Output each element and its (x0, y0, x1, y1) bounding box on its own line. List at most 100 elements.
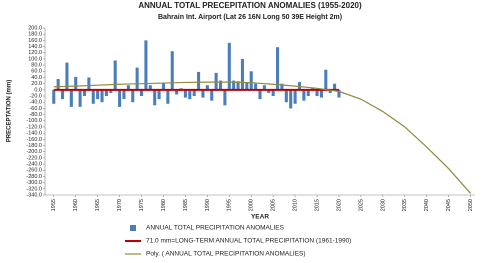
bar (91, 89, 95, 104)
bar (122, 89, 126, 100)
y-tick-label: -20.0 (29, 93, 42, 99)
legend-label: 71.0 mm=LONG-TERM ANNUAL TOTAL PRECIPITA… (146, 238, 351, 245)
bar (302, 89, 306, 101)
bar (227, 42, 231, 90)
y-tick-label: -220.0 (26, 155, 42, 161)
chart-title: ANNUAL TOTAL PRECEPITATION ANOMALIES (19… (138, 1, 362, 10)
bar (56, 79, 60, 90)
y-tick-label: 0.0 (34, 87, 42, 93)
y-tick-label: -280.0 (26, 174, 42, 180)
y-tick-label: 200.0 (28, 25, 42, 31)
bar (271, 89, 275, 97)
bar (139, 89, 144, 97)
bar (82, 89, 87, 97)
bar (276, 47, 280, 90)
x-tick-label: 2050 (468, 199, 474, 211)
x-tick-label: 1980 (161, 199, 167, 211)
bar (214, 72, 218, 90)
x-tick-label: 1960 (73, 199, 79, 211)
y-tick-label: 60.0 (31, 69, 42, 75)
bar (61, 89, 65, 100)
y-tick-label: -80.0 (29, 112, 42, 118)
legend-swatch (130, 225, 136, 231)
bar (74, 76, 78, 90)
bar (262, 85, 266, 90)
y-tick-label: 140.0 (28, 44, 42, 50)
bar (161, 83, 166, 90)
bar (197, 71, 201, 90)
x-tick-label: 2040 (424, 199, 430, 211)
bar (192, 89, 196, 97)
bar (284, 89, 288, 103)
bar (78, 89, 82, 107)
line (53, 81, 472, 194)
bar (131, 89, 135, 103)
y-tick-label: -40.0 (29, 100, 42, 106)
y-tick-label: -240.0 (26, 162, 42, 168)
bar (166, 89, 170, 104)
y-tick-label: -180.0 (26, 143, 42, 149)
x-tick-label: 1975 (139, 199, 145, 211)
x-tick-label: 1995 (227, 199, 233, 211)
bar (232, 80, 236, 90)
bar (183, 89, 187, 98)
bar (118, 89, 122, 107)
y-tick-label: -100.0 (26, 118, 42, 124)
y-tick-label: 120.0 (28, 50, 42, 56)
bar (100, 89, 104, 103)
x-axis-title: YEAR (251, 214, 269, 221)
bar (157, 89, 161, 100)
bar (306, 89, 310, 97)
x-tick-label: 2025 (358, 199, 364, 211)
bar (69, 89, 73, 107)
bar (144, 40, 148, 90)
x-tick-label: 1985 (183, 199, 189, 211)
bar (65, 62, 69, 90)
bar (249, 71, 253, 90)
bar (170, 51, 174, 90)
x-tick-label: 2010 (293, 199, 299, 211)
x-tick-label: 1955 (51, 199, 57, 211)
bar (293, 89, 297, 104)
bar (315, 89, 319, 97)
legend-label: ANNUAL TOTAL PRECIPITATION ANOMALIES (146, 225, 285, 232)
y-tick-label: -340.0 (26, 192, 42, 198)
x-tick-label: 2015 (314, 199, 320, 211)
bar (201, 89, 205, 98)
bar (135, 67, 139, 90)
x-tick-label: 2035 (402, 199, 408, 211)
bar (333, 83, 337, 90)
x-tick-label: 1990 (205, 199, 211, 211)
x-tick-label: 2000 (249, 199, 255, 211)
x-tick-label: 1970 (117, 199, 123, 211)
bar (188, 89, 192, 100)
bar (240, 58, 244, 90)
bar (148, 85, 152, 90)
bar (153, 89, 157, 106)
x-tick-label: 2030 (380, 199, 386, 211)
bar (210, 89, 214, 101)
y-tick-label: -200.0 (26, 149, 42, 155)
bar (236, 81, 240, 90)
x-tick-label: 1965 (95, 199, 101, 211)
bar (205, 85, 209, 90)
y-tick-label: 180.0 (28, 32, 42, 38)
y-tick-label: -320.0 (26, 186, 42, 192)
bar (223, 89, 227, 106)
bar (267, 89, 271, 93)
bar (87, 77, 91, 90)
legend-label: Poly. ( ANNUAL TOTAL PRECIPITATION ANOMA… (146, 251, 306, 258)
bar (258, 89, 262, 100)
y-tick-label: -60.0 (29, 106, 42, 112)
bar (324, 69, 328, 90)
bar (96, 89, 100, 100)
y-axis-title: PRECEPTATION (mm) (7, 80, 13, 142)
y-tick-label: 80.0 (31, 63, 42, 69)
x-tick-label: 2045 (446, 199, 452, 211)
bar (175, 89, 179, 95)
bar (319, 89, 323, 98)
bar (254, 83, 258, 90)
bar (104, 89, 108, 97)
bar (280, 83, 284, 90)
